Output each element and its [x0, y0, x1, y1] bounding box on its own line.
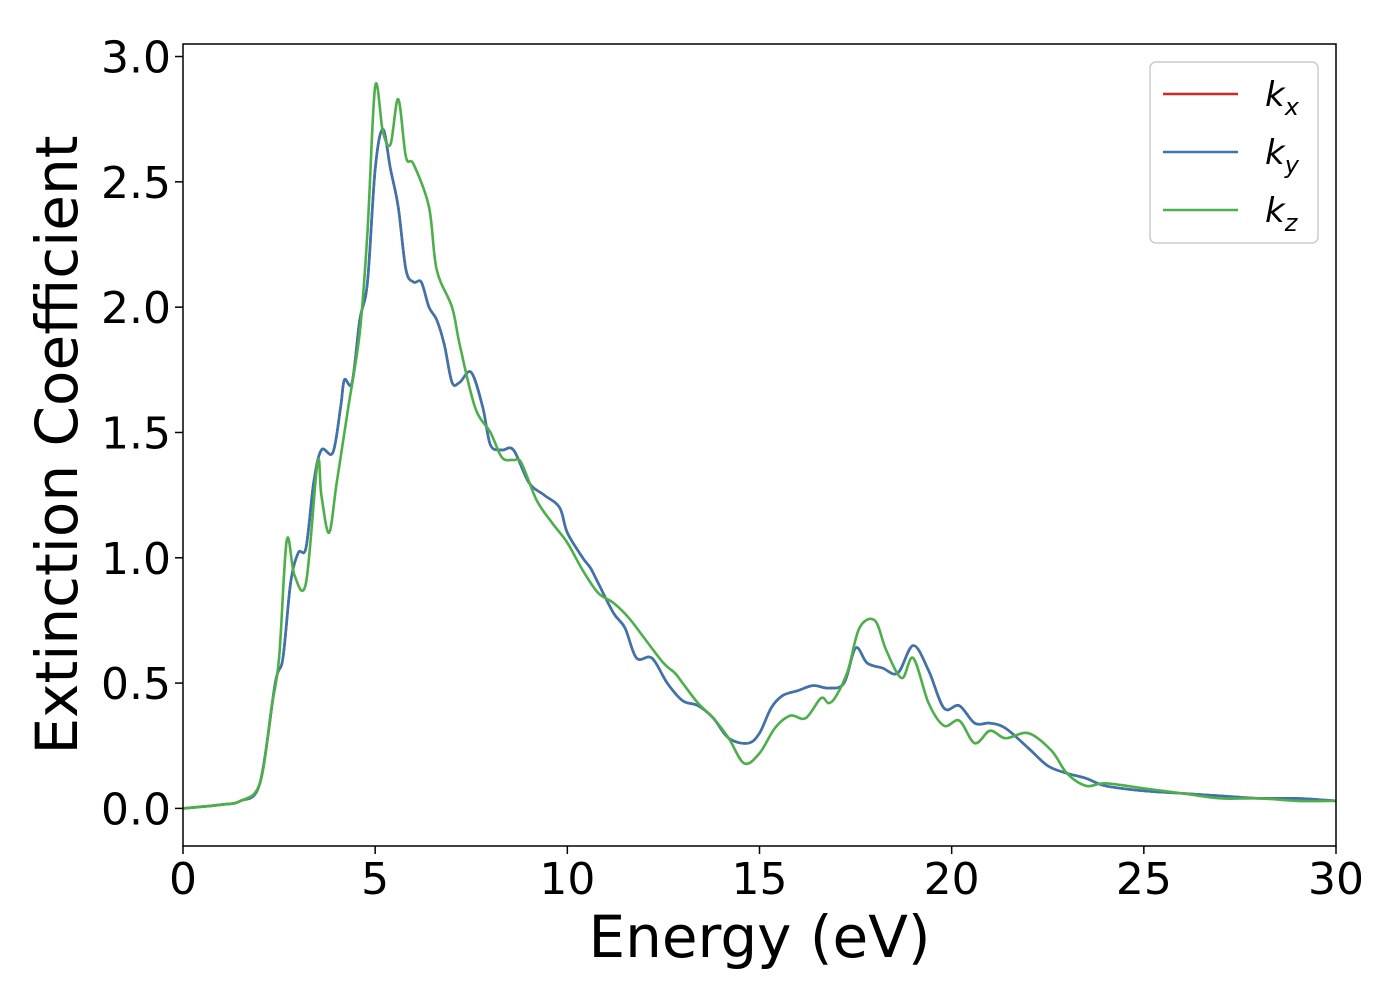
y-tick-label: 0.0 [101, 784, 171, 835]
y-tick-label: 2.5 [101, 158, 171, 209]
x-tick-label: 25 [1116, 854, 1172, 905]
x-tick-label: 5 [361, 854, 389, 905]
y-axis-ticks: 0.0 0.5 1.0 1.5 2.0 2.5 3.0 [101, 33, 183, 835]
x-tick-label: 30 [1308, 854, 1364, 905]
x-axis-ticks: 0 5 10 15 20 25 30 [169, 846, 1364, 905]
x-tick-label: 0 [169, 854, 197, 905]
x-tick-label: 20 [924, 854, 980, 905]
y-tick-label: 1.5 [101, 408, 171, 459]
legend: kx ky kz [1149, 61, 1319, 244]
series-layer [182, 82, 1337, 810]
series-line-kz [182, 82, 1337, 810]
x-axis-title: Energy (eV) [588, 903, 930, 971]
y-axis-title: Extinction Coefficient [23, 136, 91, 755]
legend-label-kx: kx [1265, 75, 1300, 121]
legend-label-ky: ky [1265, 133, 1300, 179]
y-tick-label: 2.0 [101, 283, 171, 334]
x-tick-label: 15 [732, 854, 788, 905]
legend-label-kz: kz [1265, 191, 1299, 237]
x-tick-label: 10 [539, 854, 595, 905]
y-tick-label: 0.5 [101, 659, 171, 710]
y-tick-label: 3.0 [101, 33, 171, 84]
y-tick-label: 1.0 [101, 534, 171, 585]
series-line-ky [182, 127, 1337, 810]
